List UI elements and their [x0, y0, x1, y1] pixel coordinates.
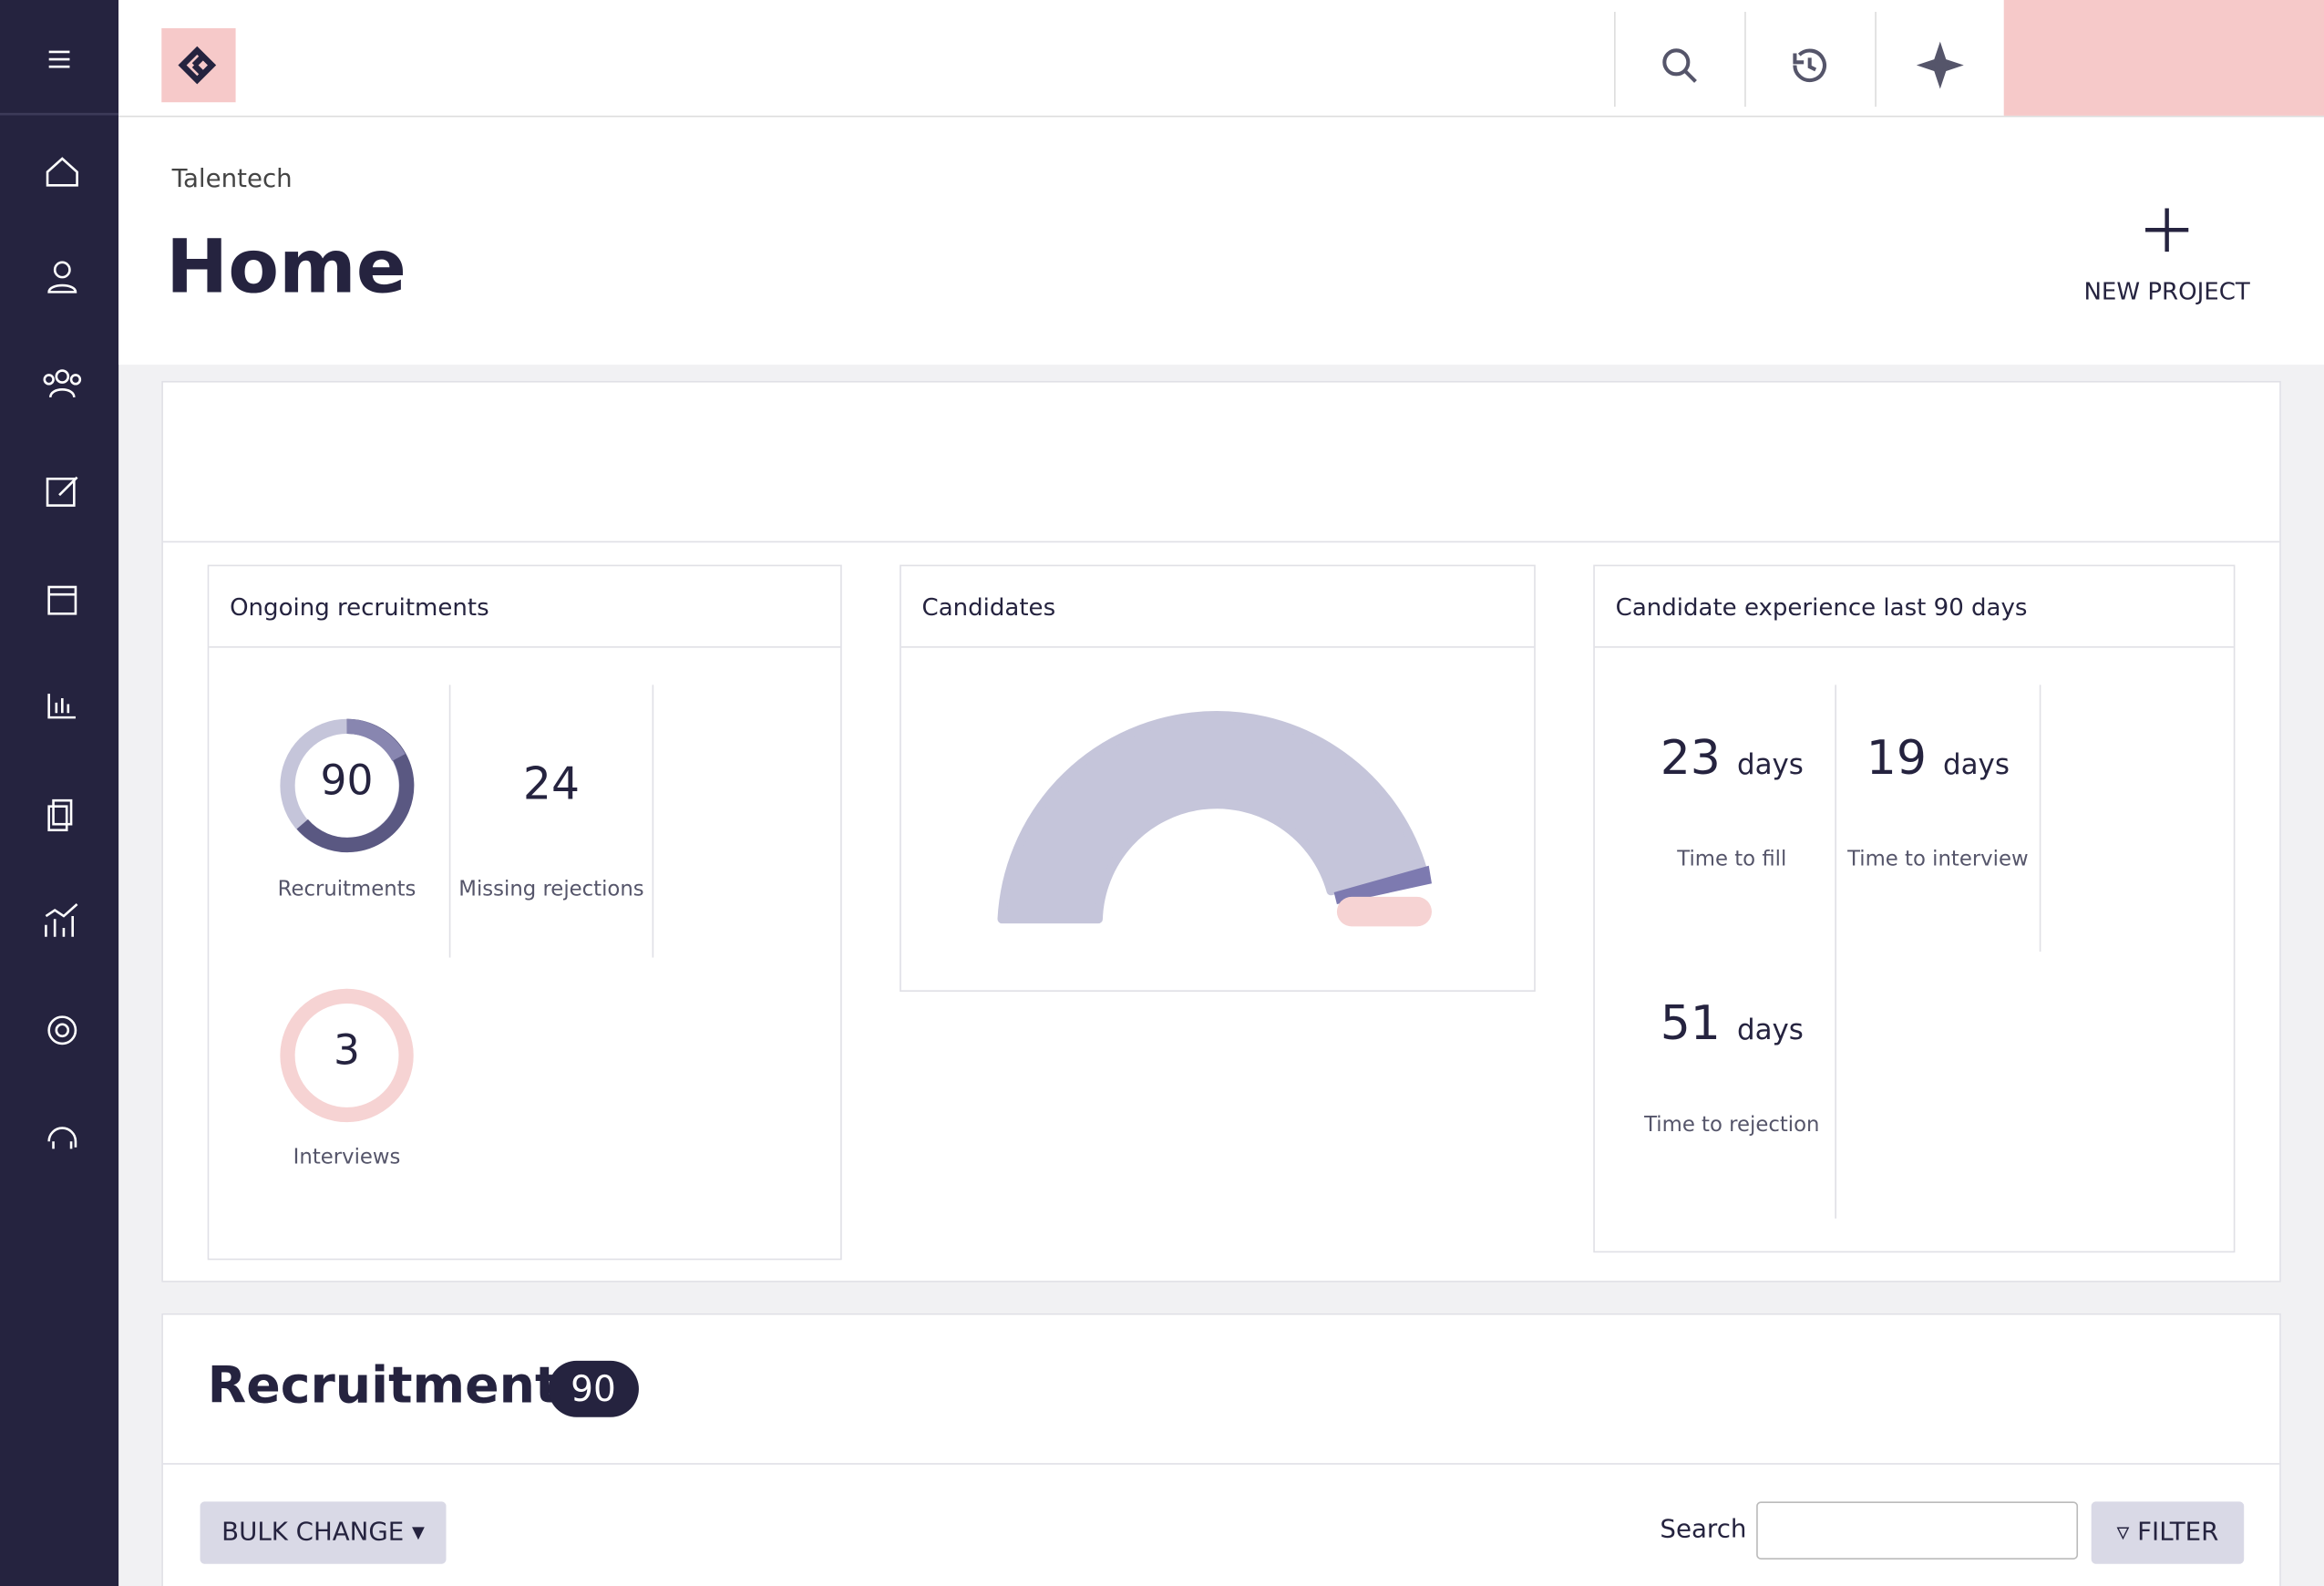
section-title: Recruitments: [207, 1356, 590, 1416]
new-project-label[interactable]: NEW PROJECT: [2083, 277, 2250, 306]
stat-value: 3: [334, 1025, 361, 1076]
button-label[interactable]: FILTER: [2137, 1518, 2219, 1548]
card: Candidates: [900, 564, 1536, 992]
sidebar-icons: [0, 50, 119, 1149]
header: Talentech Home ＋ NEW PROJECT: [118, 117, 2324, 366]
count-badge: 90: [548, 1360, 639, 1417]
stat-value: 19: [1866, 729, 1927, 786]
card-title: Ongoing recruitments: [230, 592, 489, 622]
button-label[interactable]: BULK CHANGE: [221, 1518, 405, 1548]
bulk-change-button[interactable]: BULK CHANGE ▾: [200, 1501, 447, 1564]
recruitments-panel: Recruitments 90 BULK CHANGE ▾ Search ▿ F…: [161, 1313, 2281, 1586]
search-label: Search: [1660, 1515, 1747, 1545]
stat-value: 90: [320, 756, 374, 806]
stat-value: 51: [1660, 994, 1721, 1052]
donut: [280, 718, 415, 853]
user-menu[interactable]: [2003, 0, 2324, 116]
stat-value: 24: [522, 758, 581, 811]
new-project[interactable]: ＋ NEW PROJECT: [2049, 203, 2286, 305]
sidebar: [0, 0, 119, 1586]
card: Ongoing recruitments 90 Recruitments 24 …: [207, 564, 842, 1261]
card-title: Candidate experience last 90 days: [1615, 592, 2028, 622]
stat-label: Missing rejections: [458, 877, 644, 901]
stat-label: Interviews: [293, 1146, 401, 1170]
stat-value: 23: [1660, 729, 1721, 786]
stat-label: Time to rejection: [1644, 1113, 1820, 1138]
filter-button[interactable]: ▿ FILTER: [2091, 1501, 2245, 1564]
logo: [161, 27, 236, 103]
stat-label: Recruitments: [277, 877, 416, 901]
stat-label: Time to interview: [1847, 848, 2029, 872]
gauge: [997, 710, 1432, 927]
donut: [280, 988, 414, 1123]
card-title: Candidates: [921, 592, 1056, 622]
stat-unit: days: [1736, 748, 1804, 782]
search-input[interactable]: [1756, 1501, 2079, 1560]
toolbar-icons[interactable]: [1645, 0, 2090, 116]
stat-unit: days: [1943, 748, 2010, 782]
card: Candidate experience last 90 days 23 day…: [1593, 564, 2236, 1253]
top-bar: [118, 0, 2324, 118]
page-title: Home: [166, 223, 406, 310]
stat-unit: days: [1736, 1014, 1804, 1047]
breadcrumb[interactable]: Talentech: [171, 164, 293, 195]
stat-label: Time to fill: [1677, 848, 1787, 872]
logo-mark: [178, 46, 217, 85]
